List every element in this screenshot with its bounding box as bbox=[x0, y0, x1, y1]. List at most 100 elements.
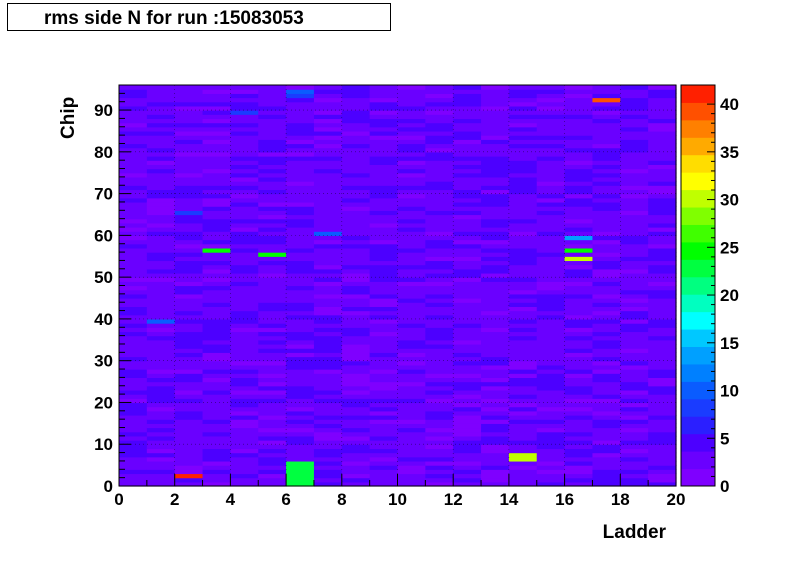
heatmap-cell bbox=[564, 298, 594, 303]
heatmap-cell bbox=[620, 298, 649, 303]
heatmap-cell bbox=[202, 431, 231, 437]
heatmap-cell bbox=[648, 160, 677, 165]
heatmap-cell bbox=[313, 110, 343, 115]
heatmap-cell bbox=[341, 406, 371, 412]
heatmap-cell bbox=[230, 197, 259, 203]
heatmap-cell bbox=[230, 260, 259, 266]
heatmap-cell bbox=[258, 310, 287, 316]
heatmap-cell bbox=[202, 293, 231, 299]
heatmap-cell bbox=[536, 410, 566, 416]
heatmap-cell bbox=[536, 185, 566, 191]
heatmap-cell bbox=[174, 97, 204, 103]
heatmap-cell bbox=[648, 440, 677, 445]
heatmap-cell bbox=[508, 85, 538, 90]
heatmap-cell bbox=[313, 85, 343, 90]
chart-title: rms side N for run :15083053 bbox=[44, 8, 304, 29]
heatmap-cell bbox=[341, 402, 371, 408]
heatmap-cell bbox=[341, 306, 371, 312]
heatmap-cell bbox=[592, 348, 621, 353]
heatmap-cell bbox=[369, 385, 399, 391]
heatmap-cell bbox=[648, 398, 677, 404]
heatmap-cell bbox=[508, 277, 538, 282]
heatmap-cell bbox=[146, 264, 176, 270]
palette-segment bbox=[681, 329, 715, 348]
heatmap-cell bbox=[648, 302, 677, 307]
heatmap-cell bbox=[425, 427, 454, 433]
heatmap-cell bbox=[341, 339, 371, 345]
heatmap-cell bbox=[536, 360, 566, 366]
heatmap-cell bbox=[620, 360, 649, 366]
heatmap-cell bbox=[174, 381, 204, 387]
heatmap-cell bbox=[620, 156, 649, 161]
heatmap-cell bbox=[369, 89, 399, 94]
heatmap-cell bbox=[230, 218, 259, 224]
heatmap-cell bbox=[481, 239, 510, 245]
heatmap-cell bbox=[592, 143, 621, 149]
heatmap-cell bbox=[258, 389, 287, 395]
heatmap-cell bbox=[174, 206, 204, 211]
heatmap-cell bbox=[508, 281, 538, 287]
heatmap-cell bbox=[481, 373, 510, 378]
heatmap-cell bbox=[174, 310, 204, 316]
heatmap-cell bbox=[286, 481, 315, 487]
heatmap-cell bbox=[230, 360, 259, 366]
heatmap-cell bbox=[258, 348, 287, 353]
heatmap-cell bbox=[648, 239, 677, 245]
heatmap-cell bbox=[341, 473, 371, 479]
heatmap-cell bbox=[230, 89, 259, 94]
heatmap-cell bbox=[286, 360, 315, 366]
heatmap-cell bbox=[119, 402, 148, 408]
heatmap-cell bbox=[230, 389, 259, 395]
heatmap-cell bbox=[564, 189, 594, 195]
heatmap-cell bbox=[313, 172, 343, 178]
heatmap-cell bbox=[119, 264, 148, 270]
heatmap-cell bbox=[313, 460, 343, 466]
x-tick-label: 10 bbox=[388, 490, 407, 509]
heatmap-cell bbox=[313, 473, 343, 479]
heatmap-cell bbox=[146, 222, 176, 228]
heatmap-cell bbox=[146, 214, 176, 220]
heatmap-cell bbox=[146, 181, 176, 186]
heatmap-cell bbox=[174, 477, 204, 483]
heatmap-cell bbox=[536, 298, 566, 303]
heatmap-cell bbox=[620, 105, 649, 111]
heatmap-cell bbox=[146, 448, 176, 454]
heatmap-cell bbox=[230, 214, 259, 220]
heatmap-cell bbox=[174, 356, 204, 362]
heatmap-cell bbox=[425, 302, 454, 307]
heatmap-cell bbox=[620, 302, 649, 307]
heatmap-cell bbox=[230, 448, 259, 454]
heatmap-cell bbox=[202, 147, 231, 153]
heatmap-cell bbox=[286, 356, 315, 362]
heatmap-cell bbox=[313, 448, 343, 454]
heatmap-cell bbox=[369, 406, 399, 412]
heatmap-cell bbox=[202, 243, 231, 249]
heatmap-cell bbox=[119, 435, 148, 441]
heatmap-cell bbox=[508, 343, 538, 349]
heatmap-cell bbox=[341, 373, 371, 378]
heatmap-cell bbox=[536, 423, 566, 429]
heatmap-cell bbox=[425, 227, 454, 232]
heatmap-cell bbox=[508, 201, 538, 207]
heatmap-cell bbox=[258, 114, 287, 120]
heatmap-cell bbox=[313, 356, 343, 362]
heatmap-cell bbox=[202, 477, 231, 483]
heatmap-cell bbox=[453, 398, 482, 404]
heatmap-cell bbox=[258, 176, 287, 182]
heatmap-cell bbox=[620, 126, 649, 132]
heatmap-cell bbox=[119, 268, 148, 274]
heatmap-cell bbox=[508, 235, 538, 241]
heatmap-cell bbox=[230, 318, 259, 324]
heatmap-cell bbox=[508, 427, 538, 433]
heatmap-cell bbox=[397, 139, 426, 145]
palette-segment bbox=[681, 207, 715, 225]
heatmap-cell bbox=[536, 377, 566, 383]
heatmap-cell bbox=[620, 339, 649, 345]
heatmap-cell bbox=[369, 130, 399, 136]
heatmap-cell bbox=[592, 360, 621, 366]
heatmap-cell bbox=[341, 201, 371, 207]
heatmap-cell bbox=[453, 465, 482, 470]
heatmap-cell bbox=[453, 135, 482, 140]
heatmap-cell bbox=[620, 260, 649, 266]
heatmap-cell bbox=[230, 105, 259, 111]
